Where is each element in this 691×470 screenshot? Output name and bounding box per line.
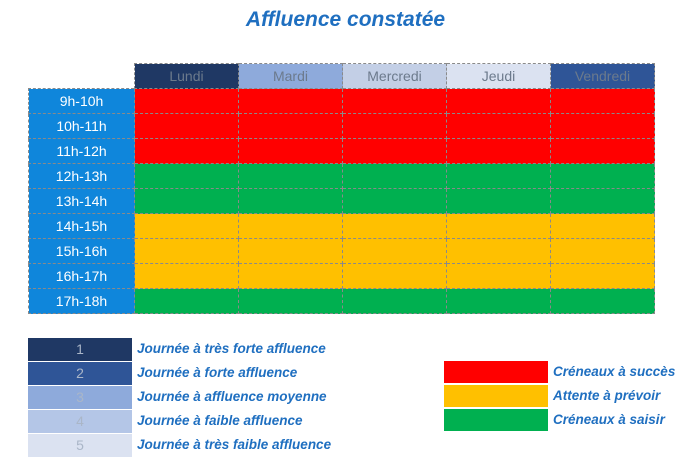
slot-label: 10h-11h: [28, 113, 135, 139]
slot-label: 16h-17h: [28, 263, 135, 289]
slot-cell: [446, 288, 551, 314]
day-header-jeudi: Jeudi: [446, 63, 551, 89]
slot-label: 11h-12h: [28, 138, 135, 164]
slot-cell: [550, 138, 655, 164]
slot-label: 17h-18h: [28, 288, 135, 314]
slot-cell: [446, 263, 551, 289]
slot-cell: [238, 213, 343, 239]
slot-cell: [238, 188, 343, 214]
slot-cell: [238, 238, 343, 264]
slot-cell: [342, 88, 447, 114]
slot-cell: [446, 188, 551, 214]
legend-day-label-2: Journée à forte affluence: [137, 365, 298, 380]
slot-label: 13h-14h: [28, 188, 135, 214]
slot-cell: [238, 163, 343, 189]
slot-cell: [342, 288, 447, 314]
slot-row: 10h-11h: [28, 113, 655, 139]
slot-cell: [446, 138, 551, 164]
slot-cell: [342, 238, 447, 264]
legend-status-label-prevoir: Attente à prévoir: [553, 388, 661, 403]
slot-cell: [550, 88, 655, 114]
corner-cell: [29, 64, 135, 89]
slot-label: 15h-16h: [28, 238, 135, 264]
header-row: Lundi Mardi Mercredi Jeudi Vendredi: [29, 63, 655, 89]
slot-row: 17h-18h: [28, 288, 655, 314]
slot-cell: [342, 188, 447, 214]
slot-cell: [238, 138, 343, 164]
slot-cell: [550, 288, 655, 314]
slot-label: 12h-13h: [28, 163, 135, 189]
legend-day-swatch-3: 3: [28, 386, 132, 409]
slot-cell: [342, 163, 447, 189]
legend-day-swatch-1: 1: [28, 338, 132, 361]
slot-cell: [550, 263, 655, 289]
slot-cell: [446, 113, 551, 139]
slot-cell: [134, 263, 239, 289]
slot-cell: [446, 163, 551, 189]
affluence-grid: Lundi Mardi Mercredi Jeudi Vendredi 9h-1…: [28, 63, 655, 314]
slot-cell: [134, 138, 239, 164]
day-header-vendredi: Vendredi: [550, 63, 655, 89]
slot-cell: [238, 263, 343, 289]
slot-row: 9h-10h: [28, 88, 655, 114]
slot-row: 14h-15h: [28, 213, 655, 239]
slot-label: 14h-15h: [28, 213, 135, 239]
legend-status-swatch-prevoir: [444, 385, 548, 407]
slot-cell: [550, 213, 655, 239]
legend-status-label-saisir: Créneaux à saisir: [553, 412, 665, 427]
slot-cell: [134, 188, 239, 214]
slot-cell: [134, 238, 239, 264]
day-header-mardi: Mardi: [238, 63, 343, 89]
slot-cell: [550, 188, 655, 214]
legend-day-label-1: Journée à très forte affluence: [137, 341, 326, 356]
slot-row: 12h-13h: [28, 163, 655, 189]
slot-cell: [342, 113, 447, 139]
legend-day-label-4: Journée à faible affluence: [137, 413, 303, 428]
slot-cell: [342, 263, 447, 289]
slot-cell: [238, 88, 343, 114]
page-title: Affluence constatée: [245, 8, 446, 31]
slot-cell: [550, 113, 655, 139]
legend-day-label-5: Journée à très faible affluence: [137, 437, 332, 452]
slot-cell: [446, 213, 551, 239]
day-header-mercredi: Mercredi: [342, 63, 447, 89]
slot-cell: [550, 163, 655, 189]
slot-cell: [134, 88, 239, 114]
legend-day-swatch-4: 4: [28, 410, 132, 433]
legend-status-swatch-succes: [444, 361, 548, 383]
legend-day-label-3: Journée à affluence moyenne: [137, 389, 327, 404]
legend-status-swatch-saisir: [444, 409, 548, 431]
slot-cell: [134, 213, 239, 239]
legend-status-label-succes: Créneaux à succès: [553, 364, 676, 379]
day-header-lundi: Lundi: [134, 63, 239, 89]
slot-cell: [342, 213, 447, 239]
slot-cell: [550, 238, 655, 264]
slot-cell: [238, 113, 343, 139]
slot-cell: [134, 113, 239, 139]
slot-label: 9h-10h: [28, 88, 135, 114]
slot-row: 13h-14h: [28, 188, 655, 214]
slot-row: 11h-12h: [28, 138, 655, 164]
slot-cell: [446, 238, 551, 264]
slot-cell: [446, 88, 551, 114]
slot-cell: [342, 138, 447, 164]
slot-row: 15h-16h: [28, 238, 655, 264]
slot-cell: [134, 163, 239, 189]
slot-cell: [238, 288, 343, 314]
slot-row: 16h-17h: [28, 263, 655, 289]
slot-cell: [134, 288, 239, 314]
legend-day-swatch-5: 5: [28, 434, 132, 457]
legend-day-swatch-2: 2: [28, 362, 132, 385]
